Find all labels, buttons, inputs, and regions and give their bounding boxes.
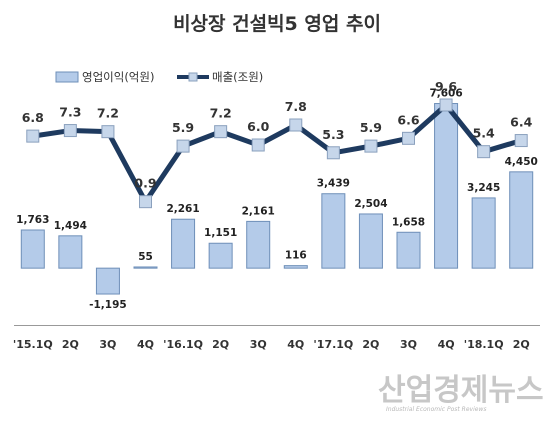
line-point-4 <box>176 139 190 153</box>
legend-bar-label: 영업이익(억원) <box>82 70 154 84</box>
line-point-11 <box>439 98 453 112</box>
legend: 영업이익(억원) 매출(조원) <box>55 70 263 84</box>
category-label-10: 3Q <box>400 338 417 351</box>
line-point-10 <box>402 131 415 145</box>
legend-line-marker <box>188 72 198 82</box>
line-label-2: 7.2 <box>97 106 119 121</box>
category-label-2: 3Q <box>99 338 116 351</box>
bar-11 <box>434 103 459 269</box>
bar-label-3: 55 <box>138 251 153 263</box>
category-label-3: 4Q <box>137 338 154 351</box>
bar-label-12: 3,245 <box>467 182 500 194</box>
bar-label-4: 2,261 <box>166 203 199 215</box>
category-label-12: '18.1Q <box>464 338 504 351</box>
line-point-0 <box>26 129 40 143</box>
legend-line-label: 매출(조원) <box>212 70 263 84</box>
line-label-11: 9.6 <box>435 79 457 94</box>
line-point-3 <box>139 195 152 209</box>
bar-2 <box>95 267 120 295</box>
bar-7 <box>283 265 308 269</box>
line-label-6: 6.0 <box>247 119 269 134</box>
line-label-4: 5.9 <box>172 120 194 135</box>
category-label-8: '17.1Q <box>313 338 353 351</box>
category-label-13: 2Q <box>513 338 530 351</box>
bar-label-9: 2,504 <box>354 198 387 210</box>
bar-label-11: 7,606 <box>429 88 462 100</box>
category-labels: '15.1Q 2Q 3Q 4Q '16.1Q 2Q 3Q 4Q '17.1Q 2Q 3Q 4Q '18.… <box>13 338 530 351</box>
line-point-7 <box>289 118 303 132</box>
line-point-9 <box>364 139 378 153</box>
bar-label-6: 2,161 <box>242 205 275 217</box>
line-label-7: 7.8 <box>285 99 307 114</box>
bar-4 <box>171 218 196 269</box>
bar-12 <box>471 197 496 269</box>
line-point-5 <box>214 125 228 139</box>
bar-label-10: 1,658 <box>392 216 425 228</box>
legend-bar-swatch <box>55 71 79 83</box>
line-label-13: 6.4 <box>510 115 532 130</box>
line-point-12 <box>477 145 491 159</box>
bar-series <box>20 103 534 295</box>
bar-label-5: 1,151 <box>204 227 237 239</box>
bar-13 <box>509 171 534 269</box>
line-point-2 <box>101 125 115 139</box>
line-label-8: 5.3 <box>322 127 344 142</box>
bar-label-2: -1,195 <box>89 299 127 311</box>
bar-1 <box>58 235 83 269</box>
watermark-logo: 산업경제뉴스 <box>378 373 544 408</box>
category-label-4: '16.1Q <box>163 338 203 351</box>
bar-label-1: 1,494 <box>54 220 87 232</box>
line-label-12: 5.4 <box>473 126 495 141</box>
category-label-9: 2Q <box>362 338 379 351</box>
line-value-labels: 6.8 7.3 7.2 0.9 5.9 7.2 6.0 7.8 5.3 5.9 6.6 9.6 5.4 6… <box>22 79 533 191</box>
category-label-11: 4Q <box>438 338 455 351</box>
bar-5 <box>208 242 233 269</box>
bar-9 <box>358 213 383 269</box>
category-label-7: 4Q <box>287 338 304 351</box>
category-label-6: 3Q <box>250 338 267 351</box>
bar-0 <box>20 229 45 269</box>
watermark: 산업경제뉴스 Industrial Economic Post Reviews <box>378 373 544 413</box>
bar-6 <box>246 220 271 269</box>
bar-8 <box>321 193 346 269</box>
category-label-5: 2Q <box>212 338 229 351</box>
bar-3 <box>133 266 158 269</box>
chart-title: 비상장 건설빅5 영업 추이 <box>173 13 381 35</box>
line-label-0: 6.8 <box>22 110 44 125</box>
line-point-8 <box>326 146 340 160</box>
bar-label-8: 3,439 <box>317 178 350 190</box>
category-label-0: '15.1Q <box>13 338 53 351</box>
line-label-5: 7.2 <box>210 106 232 121</box>
line-label-9: 5.9 <box>360 120 382 135</box>
bar-value-labels: 1,763 1,494 -1,195 55 2,261 1,151 2,161 116 3,43… <box>16 88 538 311</box>
line-point-1 <box>63 124 77 138</box>
bar-label-7: 116 <box>285 250 307 262</box>
line-point-13 <box>514 134 528 148</box>
line-label-1: 7.3 <box>59 105 81 120</box>
line-point-6 <box>251 138 265 152</box>
line-series <box>26 98 528 209</box>
watermark-tagline: Industrial Economic Post Reviews <box>386 406 486 413</box>
category-label-1: 2Q <box>62 338 79 351</box>
bar-label-13: 4,450 <box>505 156 538 168</box>
bar-10 <box>396 231 421 269</box>
line-label-10: 6.6 <box>397 112 419 127</box>
bar-label-0: 1,763 <box>16 214 49 226</box>
line-label-3: 0.9 <box>134 176 156 191</box>
